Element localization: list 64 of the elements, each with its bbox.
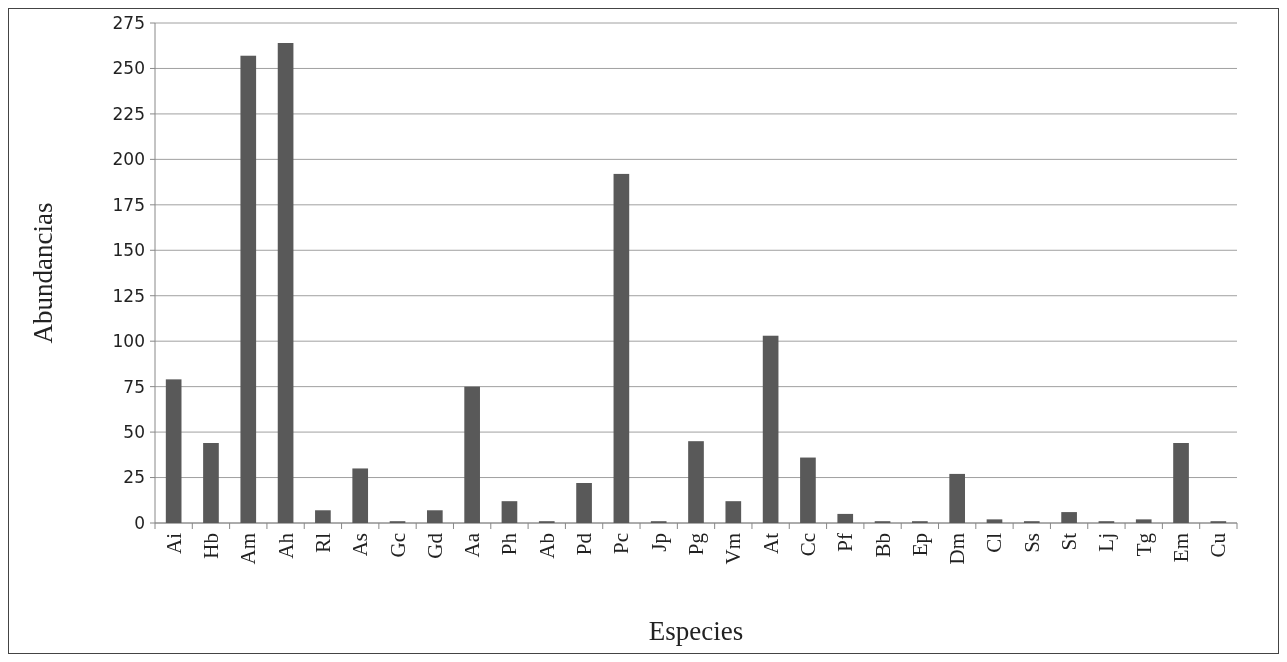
x-tick-label: At [758,532,783,554]
bar [240,55,257,523]
bar [501,501,518,523]
x-tick-label: Pc [609,533,634,554]
x-tick-label: Em [1169,533,1194,563]
x-tick-label: Am [236,533,261,565]
bar [1135,519,1152,523]
x-tick-label: Vm [721,533,746,565]
bar [1173,443,1189,523]
bar [949,473,966,523]
bar [315,510,331,523]
bar [800,457,816,523]
y-tick-label: 125 [112,285,145,306]
x-tick-label: Rl [310,532,335,553]
bar [203,443,219,523]
y-tick-label: 75 [123,376,145,397]
bar [464,386,480,523]
bar [1061,512,1077,523]
x-axis-title: Especies [648,616,744,646]
bar [613,173,630,523]
y-tick-label: 225 [112,103,145,124]
x-tick-label: Ss [1019,533,1044,553]
bar [576,483,592,523]
x-tick-label: Ep [907,533,932,557]
x-tick-label: Hb [198,533,223,559]
bar [165,379,182,523]
x-tick-label: Pf [833,533,858,552]
bar [762,335,779,523]
bar [352,468,369,523]
bar [277,43,294,523]
x-tick-label: Cc [795,533,820,557]
x-tick-label: Cu [1206,532,1231,558]
x-tick-label: Gc [385,533,410,558]
x-tick-label: Bb [870,533,895,558]
x-tick-label: Ah [273,532,298,559]
x-tick-label: Ab [534,533,559,559]
x-tick-label: Aa [460,532,485,558]
x-tick-label: Ph [497,532,522,556]
x-tick-label: Pg [684,532,708,556]
x-tick-label: Lj [1094,533,1119,552]
bar [426,510,443,523]
y-axis-title: Abundancias [28,202,58,344]
x-tick-label: Pd [572,532,597,556]
y-tick-label: 250 [112,58,145,79]
x-tick-label: St [1057,532,1082,551]
x-tick-label: Tg [1131,532,1156,557]
x-tick-label: Ai [161,532,186,554]
x-tick-label: As [348,533,373,557]
y-tick-label: 275 [112,12,145,33]
x-tick-label: Gd [422,532,447,559]
y-tick-label: 25 [123,467,145,488]
y-tick-label: 200 [112,149,145,170]
y-tick-label: 50 [123,422,145,443]
y-tick-label: 0 [134,512,145,533]
x-tick-label: Cl [982,532,1007,553]
y-tick-label: 100 [112,331,145,352]
x-tick-label: Jp [646,533,671,552]
bar [688,441,704,523]
bar [837,513,854,523]
y-tick-label: 175 [112,194,145,215]
y-tick-label: 150 [112,240,145,261]
bar [986,519,1003,523]
x-tick-label: Dm [945,533,970,565]
bar [725,501,742,523]
